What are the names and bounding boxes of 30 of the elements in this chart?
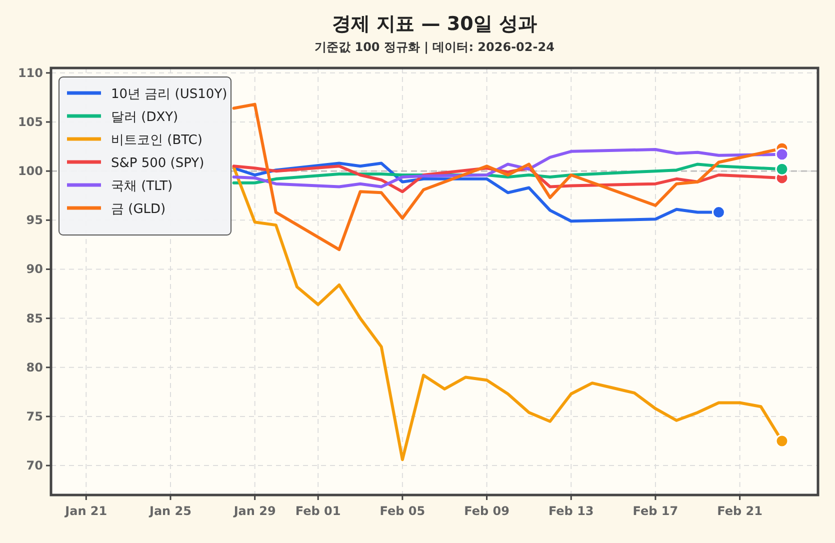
y-tick-label: 70 [26,458,43,473]
x-tick-label: Jan 29 [232,504,276,518]
x-tick-label: Jan 25 [148,504,192,518]
legend-label: 달러 (DXY) [111,110,178,125]
chart-subtitle: 기준값 100 정규화 | 데이터: 2026-02-24 [314,40,554,54]
y-tick-label: 80 [26,360,43,374]
x-tick-label: Feb 09 [464,504,510,518]
y-tick-label: 110 [18,66,43,80]
point [775,434,789,448]
x-tick-label: Feb 21 [717,504,762,518]
chart-title: 경제 지표 — 30일 성과 [332,13,537,35]
y-tick-label: 75 [26,409,43,424]
x-tick-label: Feb 17 [632,504,678,518]
x-tick-label: Feb 01 [295,504,341,518]
x-tick-label: Feb 05 [380,504,426,518]
y-tick-label: 105 [18,114,43,129]
legend-label: 비트코인 (BTC) [111,133,202,148]
y-tick-label: 90 [26,262,43,276]
legend-label: 국채 (TLT) [111,179,173,194]
y-tick-label: 100 [18,164,43,178]
point [775,148,789,162]
y-tick-label: 85 [26,311,43,326]
point [712,206,726,220]
x-tick-label: Jan 21 [64,504,108,518]
x-tick-label: Feb 13 [548,504,594,518]
legend-label: 10년 금리 (US10Y) [111,87,228,102]
y-tick-label: 95 [26,213,43,228]
legend-label: S&P 500 (SPY) [111,156,204,171]
point [775,162,789,176]
legend-label: 금 (GLD) [111,202,166,217]
